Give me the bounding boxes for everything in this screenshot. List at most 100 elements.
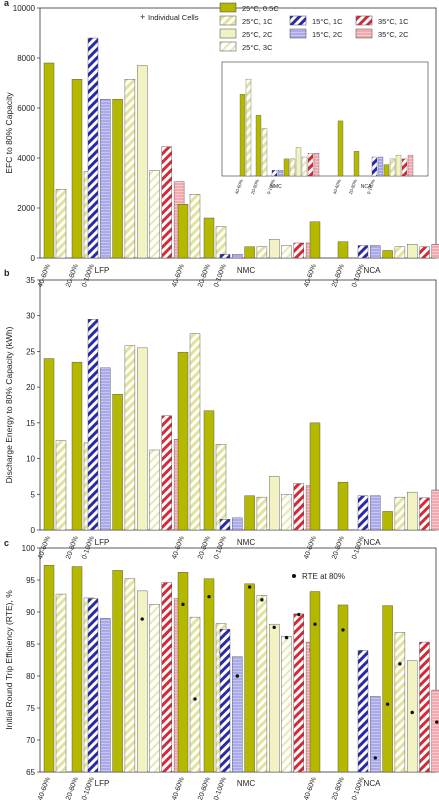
x-tick-label: 0-100% — [81, 776, 96, 800]
bar — [337, 481, 349, 531]
bar — [189, 333, 201, 531]
bar — [71, 361, 83, 531]
bar — [71, 566, 83, 773]
inset-bar — [245, 78, 252, 177]
bar — [394, 246, 406, 259]
bar — [215, 226, 227, 259]
group-label: NMC — [237, 538, 255, 547]
inset-bar — [261, 128, 268, 177]
x-tick-label: 40-60% — [171, 776, 186, 800]
rte-80-marker — [313, 622, 317, 626]
bar — [55, 593, 67, 773]
bar — [309, 591, 321, 773]
x-tick-label: 0-100% — [213, 776, 228, 800]
x-tick-label: 20-80% — [65, 776, 80, 800]
bar — [407, 244, 418, 259]
x-tick-label: 40-60% — [37, 776, 52, 800]
bar — [87, 598, 99, 773]
bar — [112, 394, 123, 531]
legend-swatch — [289, 15, 307, 26]
bar — [337, 241, 349, 259]
inset-group-label: NCA — [361, 184, 372, 190]
bar — [357, 245, 369, 259]
y-tick-label: 75 — [26, 704, 35, 713]
bar — [124, 79, 136, 259]
bar — [43, 565, 55, 773]
y-tick-label: 35 — [26, 276, 35, 285]
rte-80-marker — [181, 602, 185, 607]
bar — [431, 489, 439, 531]
y-axis-label: Discharge Energy to 80% Capacity (kWh) — [4, 326, 14, 483]
y-tick-label: 70 — [26, 736, 35, 745]
inset-bar — [295, 147, 302, 177]
rte-80-marker — [341, 628, 345, 632]
legend-label: 25°C, 2C — [242, 30, 273, 39]
bar — [177, 351, 189, 531]
bar — [269, 239, 280, 259]
bar — [256, 496, 268, 531]
legend-label: 25°C, 3C — [242, 43, 273, 52]
inset-bar — [401, 158, 408, 177]
rte-80-marker — [207, 594, 211, 599]
bar — [431, 244, 439, 259]
bar — [357, 495, 369, 531]
inset-bar — [395, 154, 402, 177]
y-tick-label: 90 — [26, 608, 35, 617]
bar — [112, 99, 123, 259]
inset-tick-label: 0-100% — [366, 179, 376, 195]
bar — [309, 422, 321, 531]
legend-label: 35°C, 2C — [378, 30, 409, 39]
y-tick-label: 6000 — [17, 104, 35, 113]
bar — [407, 660, 418, 773]
inset-tick-label: 40-60% — [234, 179, 244, 195]
group-label: LFP — [95, 538, 110, 547]
bar — [189, 616, 201, 773]
inset-bar — [389, 158, 396, 177]
inset-bar — [271, 170, 278, 177]
bar — [87, 37, 99, 259]
y-tick-label: 80 — [26, 672, 35, 681]
bar — [407, 491, 418, 531]
legend-label: 25°C, 0.5C — [242, 4, 279, 13]
x-tick-label: 20-80% — [331, 263, 346, 288]
inset-bar — [313, 153, 320, 177]
bar — [203, 217, 215, 259]
legend-label: 25°C, 1C — [242, 17, 273, 26]
x-tick-label: 40-60% — [171, 263, 186, 288]
bar — [100, 618, 111, 773]
x-tick-label: 0-100% — [81, 263, 96, 288]
rte-80-marker — [385, 702, 390, 706]
x-tick-label: 20-80% — [197, 263, 212, 288]
rte-80-marker — [373, 756, 377, 760]
inset-bar — [289, 158, 296, 177]
bar — [136, 65, 148, 259]
y-tick-label: 0 — [31, 254, 36, 263]
bar — [149, 170, 160, 259]
rte-80-marker — [284, 635, 289, 640]
bar — [43, 62, 55, 259]
panel-b: 0 5 10 15 20 25 30 35 Discharge Energy to 80% Ca… — [4, 268, 439, 560]
bar — [244, 246, 255, 259]
y-tick-label: 4000 — [17, 154, 35, 163]
legend-label: 15°C, 2C — [312, 30, 343, 39]
bar — [382, 511, 393, 531]
bar — [232, 254, 243, 259]
y-tick-label: 65 — [26, 768, 35, 777]
group-label: LFP — [95, 779, 110, 788]
bar — [370, 495, 381, 531]
bar — [382, 605, 393, 773]
bar — [281, 636, 292, 773]
y-tick-label: 30 — [26, 312, 35, 321]
bar — [124, 578, 136, 773]
inset-bar — [283, 158, 290, 177]
group-label: NCA — [364, 266, 382, 275]
bar — [100, 367, 111, 531]
bar — [293, 613, 304, 773]
legend-label: 35°C, 1C — [378, 17, 409, 26]
y-tick-label: 15 — [26, 419, 35, 428]
bar — [43, 358, 55, 531]
rte-legend-marker — [292, 574, 296, 578]
y-tick-label: 10 — [26, 455, 35, 464]
inset-bar — [277, 170, 284, 177]
